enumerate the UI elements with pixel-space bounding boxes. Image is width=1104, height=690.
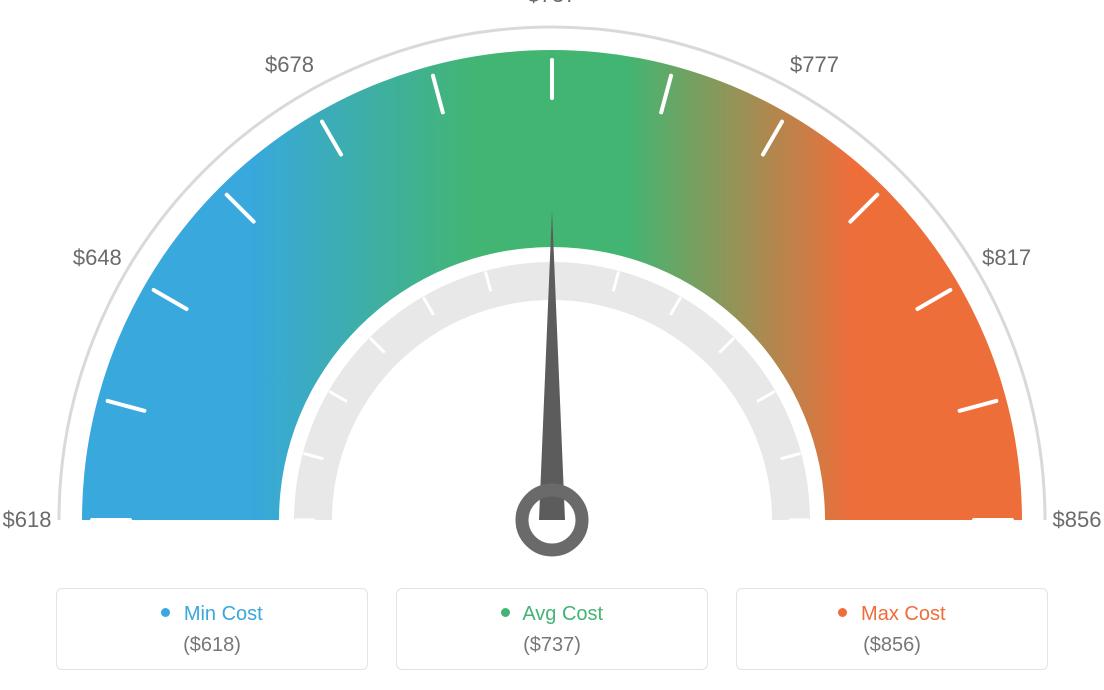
legend-avg-value: ($737) [397, 634, 707, 657]
cost-gauge: $618 $648 $678 $737 $777 $817 $856 [0, 0, 1104, 560]
legend-avg-title: Avg Cost [397, 603, 707, 626]
dot-icon [161, 608, 170, 617]
legend-max-label: Max Cost [861, 603, 945, 625]
legend-max-title: Max Cost [737, 603, 1047, 626]
gauge-tick-label: $618 [3, 507, 52, 533]
gauge-tick-label: $648 [73, 245, 122, 271]
legend-min-value: ($618) [57, 634, 367, 657]
legend-max: Max Cost ($856) [736, 588, 1048, 670]
legend-avg-label: Avg Cost [522, 603, 603, 625]
gauge-tick-label: $817 [982, 245, 1031, 271]
gauge-tick-label: $678 [265, 52, 314, 78]
legend-min-title: Min Cost [57, 603, 367, 626]
dot-icon [838, 608, 847, 617]
legend-row: Min Cost ($618) Avg Cost ($737) Max Cost… [0, 588, 1104, 670]
legend-min: Min Cost ($618) [56, 588, 368, 670]
dot-icon [501, 608, 510, 617]
legend-max-value: ($856) [737, 634, 1047, 657]
legend-min-label: Min Cost [184, 603, 263, 625]
gauge-tick-label: $856 [1053, 507, 1102, 533]
gauge-svg [0, 0, 1104, 560]
gauge-tick-label: $737 [528, 0, 577, 8]
gauge-tick-label: $777 [790, 52, 839, 78]
legend-avg: Avg Cost ($737) [396, 588, 708, 670]
